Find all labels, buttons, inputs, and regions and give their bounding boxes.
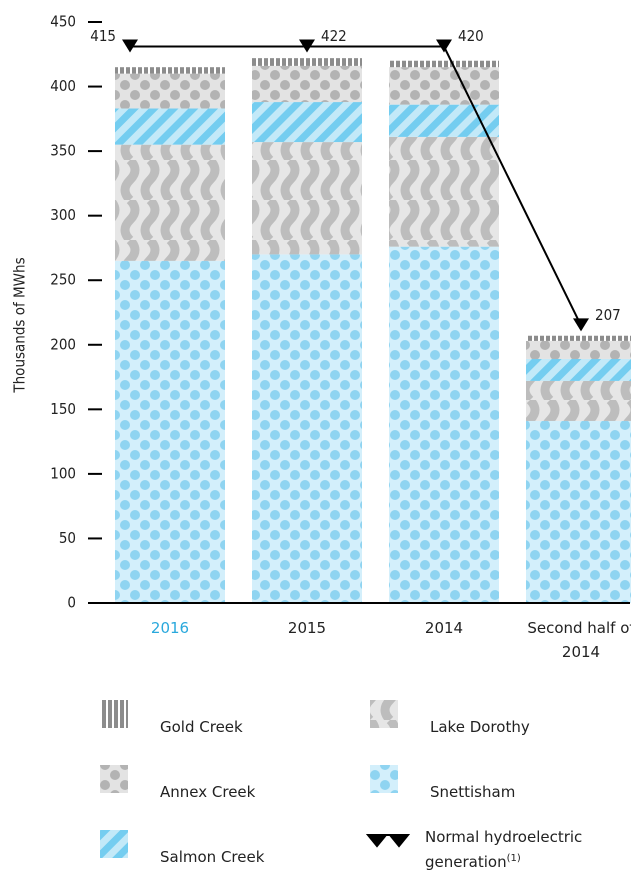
legend-label: Gold Creek <box>160 718 243 736</box>
x-tick-label: 2014 <box>424 619 464 637</box>
bar-segment <box>389 246 499 604</box>
legend-swatch <box>100 765 128 793</box>
bar-segment <box>252 65 362 103</box>
y-tick-label: 300 <box>50 206 76 224</box>
normal-marker <box>436 39 452 53</box>
bar-segment <box>252 58 362 66</box>
legend-swatch <box>100 700 128 728</box>
bar-segment <box>526 358 631 381</box>
bar-segment <box>252 142 362 255</box>
normal-line <box>130 45 582 326</box>
y-axis-title: Thousands of MWhs <box>11 257 29 393</box>
legend-name: Normal hydroelectric generation <box>425 828 583 871</box>
bar-segment <box>389 60 499 68</box>
y-tick-label: 50 <box>59 529 76 547</box>
total-label: 415 <box>90 27 116 45</box>
bar-segment <box>389 104 499 137</box>
legend-label: Annex Creek <box>160 783 256 801</box>
y-tick-label: 450 <box>50 13 76 31</box>
y-tick-label: 400 <box>50 77 76 95</box>
bar-segment <box>115 144 225 261</box>
normal-marker <box>122 39 138 53</box>
normal-marker <box>299 39 315 53</box>
bar-segment <box>389 67 499 105</box>
y-tick-label: 100 <box>50 464 76 482</box>
legend-label: Lake Dorothy <box>430 718 530 736</box>
bar-segment <box>252 102 362 143</box>
legend-swatch <box>100 830 128 858</box>
legend-label: Normal hydroelectric generation(1) <box>425 826 605 873</box>
bar-segment <box>115 260 225 603</box>
normal-marker <box>573 318 589 332</box>
y-tick-label: 200 <box>50 335 76 353</box>
footnote-mark: (1) <box>506 853 521 864</box>
total-label: 420 <box>458 27 484 45</box>
total-label: 207 <box>595 306 621 324</box>
bar-segment <box>115 73 225 109</box>
total-label: 422 <box>321 27 347 45</box>
x-tick-label: Second half of 2014 <box>527 619 631 661</box>
bar-segment <box>526 335 631 341</box>
x-tick-label: 2015 <box>287 619 327 637</box>
bar-segment <box>526 380 631 421</box>
bar-segment <box>526 340 631 359</box>
bar-segment <box>115 108 225 145</box>
bar-segment <box>252 254 362 603</box>
y-tick-label: 150 <box>50 400 76 418</box>
legend-label: Salmon Creek <box>160 848 265 866</box>
legend-swatch <box>370 700 398 728</box>
y-tick-label: 0 <box>67 594 76 612</box>
y-tick-label: 350 <box>50 142 76 160</box>
legend-line-icon <box>365 834 411 848</box>
legend-label: Snettisham <box>430 783 516 801</box>
bar-segment <box>115 67 225 74</box>
legend-swatch <box>370 765 398 793</box>
bar-segment <box>389 136 499 247</box>
x-tick-label: 2016 <box>150 619 190 637</box>
y-tick-label: 250 <box>50 271 76 289</box>
bar-segment <box>526 420 631 603</box>
